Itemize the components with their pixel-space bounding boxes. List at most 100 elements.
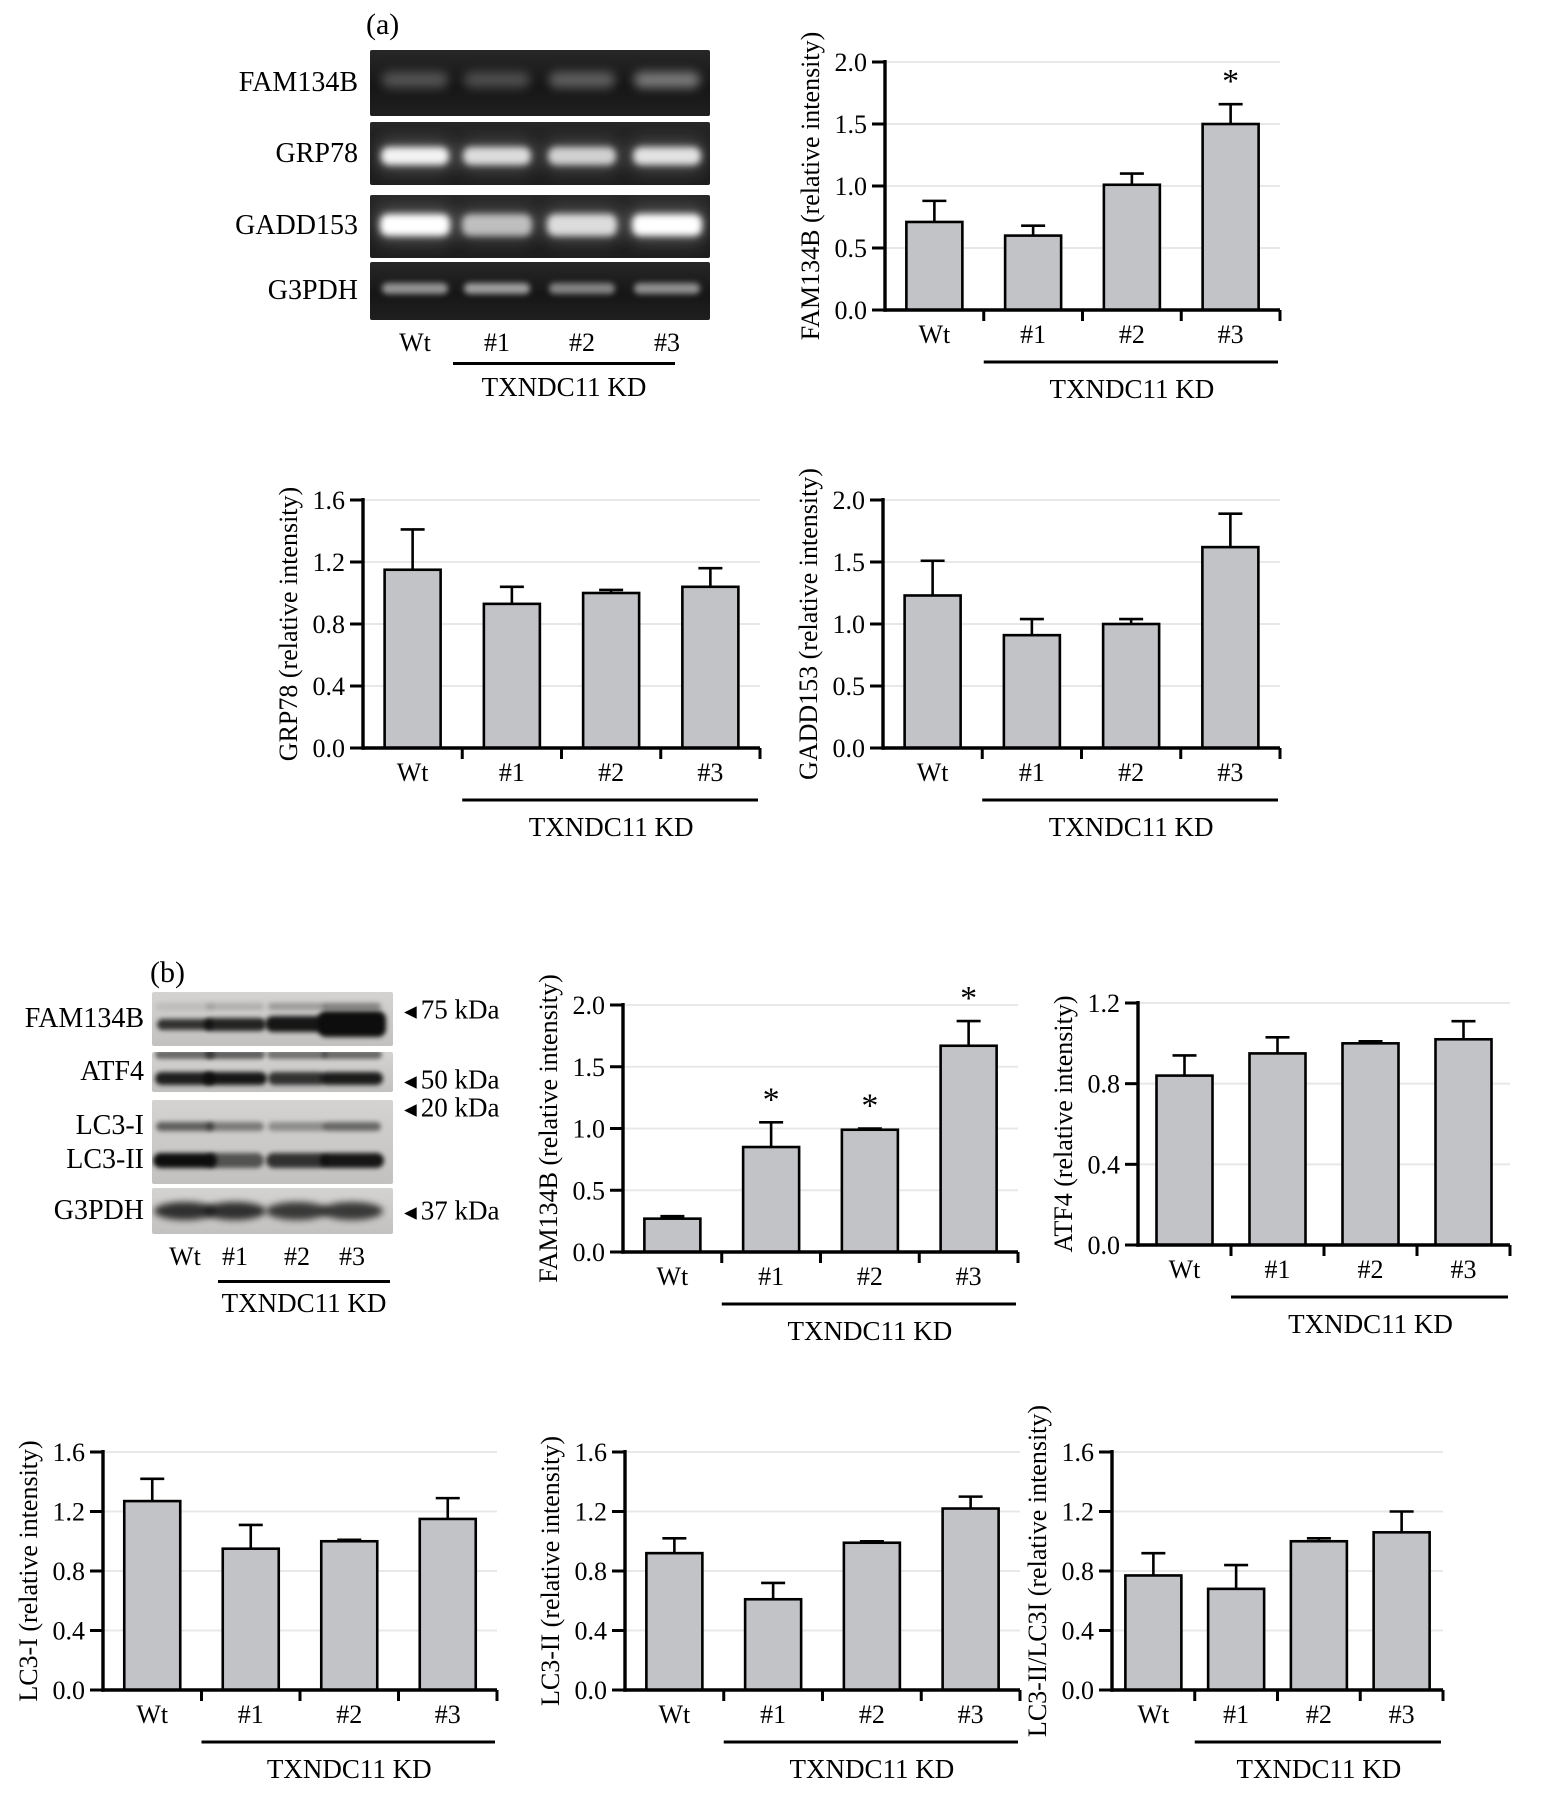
category-label-#3: #3 bbox=[956, 1262, 982, 1291]
western-blot-row-label-LC3-II: LC3-II bbox=[66, 1144, 144, 1175]
ATF4-band-lane-1 bbox=[155, 1071, 215, 1085]
bar-Wt bbox=[1124, 1574, 1183, 1692]
y-axis-title: GADD153 (relative intensity) bbox=[794, 468, 823, 780]
category-label-Wt: Wt bbox=[136, 1700, 169, 1729]
gel-strip-2 bbox=[370, 195, 710, 258]
bar-chart-a_gadd153: Wt #1 #2 #3 0.0 0.5 1.0 1.5 2.0 GADD153 (relative… bbox=[794, 468, 1282, 842]
G3PDH-band-lane-1 bbox=[382, 282, 448, 294]
western-blot-group-label: TXNDC11 KD bbox=[221, 1288, 387, 1318]
category-label-#2: #2 bbox=[1119, 320, 1145, 349]
y-tick-label: 0.4 bbox=[313, 672, 346, 701]
GRP78-band-lane-3 bbox=[548, 147, 616, 165]
y-tick-label: 1.6 bbox=[313, 486, 346, 515]
western-blot-row-label-FAM134B: FAM134B bbox=[24, 1003, 144, 1034]
category-label-#2: #2 bbox=[1358, 1255, 1384, 1284]
group-label: TXNDC11 KD bbox=[788, 1316, 953, 1346]
western-blot-row-label-LC3-I: LC3-I bbox=[75, 1110, 144, 1141]
gel-lane-label-#2: #2 bbox=[569, 328, 595, 357]
category-label-#1: #1 bbox=[1223, 1700, 1249, 1729]
GRP78-band-lane-2 bbox=[463, 147, 531, 165]
y-tick-label: 0.0 bbox=[1088, 1231, 1121, 1260]
western-blot-row-label-G3PDH: G3PDH bbox=[53, 1195, 144, 1226]
western-blot-row-label-ATF4: ATF4 bbox=[80, 1056, 144, 1087]
gel-row-label-GADD153: GADD153 bbox=[235, 210, 358, 241]
gel-lane-label-#1: #1 bbox=[484, 328, 510, 357]
category-label-#2: #2 bbox=[336, 1700, 362, 1729]
ATF4-band-lane-4 bbox=[321, 1071, 383, 1085]
western-blot-lane-label-Wt: Wt bbox=[169, 1242, 201, 1271]
bar-#2 bbox=[1102, 183, 1162, 312]
FAM134B-band-lane-4 bbox=[634, 72, 700, 88]
ATF4-band-lane-2 bbox=[203, 1071, 267, 1085]
category-label-#2: #2 bbox=[859, 1700, 885, 1729]
y-tick-label: 0.4 bbox=[1088, 1150, 1121, 1179]
left-pointer-icon: ◄ bbox=[400, 1097, 421, 1122]
y-tick-label: 0.5 bbox=[573, 1176, 606, 1205]
smear-band-lane-2 bbox=[205, 1052, 265, 1059]
left-pointer-icon: ◄ bbox=[400, 1069, 421, 1094]
FAM134B-band-lane-1 bbox=[157, 1018, 213, 1030]
category-label-#1: #1 bbox=[1020, 320, 1046, 349]
GADD153-band-lane-4 bbox=[632, 214, 702, 236]
y-tick-label: 0.4 bbox=[1062, 1617, 1095, 1646]
category-label-Wt: Wt bbox=[656, 1262, 689, 1291]
bar-Wt bbox=[645, 1551, 704, 1692]
bar-#1 bbox=[1003, 234, 1063, 312]
FAM134B-band-lane-4 bbox=[318, 1011, 386, 1037]
group-label: TXNDC11 KD bbox=[1288, 1309, 1453, 1339]
molecular-weight-marker-50 kDa: ◄50 kDa bbox=[400, 1065, 500, 1096]
smear-band-lane-1 bbox=[156, 1002, 214, 1010]
bar-#1 bbox=[1248, 1052, 1307, 1247]
western-blot-lane-label-#3: #3 bbox=[339, 1242, 365, 1271]
FAM134B-band-lane-3 bbox=[549, 72, 615, 88]
category-label-#2: #2 bbox=[1118, 758, 1144, 787]
gel-image bbox=[370, 50, 710, 320]
group-label: TXNDC11 KD bbox=[1050, 374, 1215, 404]
FAM134B-band-lane-2 bbox=[204, 1017, 266, 1031]
LC3-I-band-lane-3 bbox=[268, 1121, 326, 1131]
y-tick-label: 0.5 bbox=[833, 672, 866, 701]
gel-row-label-G3PDH: G3PDH bbox=[267, 275, 358, 306]
category-label-#2: #2 bbox=[1306, 1700, 1332, 1729]
FAM134B-band-lane-2 bbox=[464, 72, 530, 88]
y-tick-label: 1.0 bbox=[833, 610, 866, 639]
y-tick-label: 0.8 bbox=[1062, 1557, 1095, 1586]
ATF4-band-lane-3 bbox=[268, 1071, 326, 1085]
G3PDH-band-lane-3 bbox=[549, 282, 615, 294]
group-label: TXNDC11 KD bbox=[790, 1754, 955, 1784]
bar-chart-a_fam134b: Wt #1 #2 * #3 0.0 0.5 1.0 1.5 2.0 FAM134B (relativ… bbox=[796, 32, 1282, 404]
left-pointer-icon: ◄ bbox=[400, 999, 421, 1024]
gel-group-label: TXNDC11 KD bbox=[481, 372, 647, 402]
y-tick-label: 1.6 bbox=[53, 1438, 86, 1467]
G3PDH-band-lane-4 bbox=[321, 1202, 383, 1220]
significance-asterisk: * bbox=[1222, 63, 1239, 100]
gel-strip-0 bbox=[370, 50, 710, 116]
western-blot-strip-1 bbox=[152, 1052, 393, 1092]
bar-#1 bbox=[743, 1597, 803, 1692]
LC3-I-band-lane-4 bbox=[323, 1121, 381, 1131]
category-label-#2: #2 bbox=[857, 1262, 883, 1291]
y-tick-label: 0.8 bbox=[313, 610, 346, 639]
bar-chart-b_atf4: Wt #1 #2 #3 0.0 0.4 0.8 1.2 ATF4 (relative inten… bbox=[1049, 989, 1512, 1339]
gel-lane-label-Wt: Wt bbox=[399, 328, 431, 357]
group-label: TXNDC11 KD bbox=[267, 1754, 432, 1784]
molecular-weight-marker-75 kDa: ◄75 kDa bbox=[400, 995, 500, 1026]
category-label-#3: #3 bbox=[1451, 1255, 1477, 1284]
gel-lane-label-#3: #3 bbox=[654, 328, 680, 357]
LC3-II-band-lane-1 bbox=[153, 1152, 217, 1168]
y-tick-label: 0.0 bbox=[575, 1676, 608, 1705]
bar-#1 bbox=[1002, 633, 1062, 750]
FAM134B-band-lane-1 bbox=[382, 72, 448, 88]
group-label: TXNDC11 KD bbox=[1237, 1754, 1402, 1784]
bar-chart-b_lc3i: Wt #1 #2 #3 0.0 0.4 0.8 1.2 1.6 LC3-I (relative i… bbox=[14, 1438, 499, 1784]
y-tick-label: 0.4 bbox=[575, 1617, 608, 1646]
panel-b-label: (b) bbox=[150, 956, 185, 989]
bar-#2 bbox=[581, 591, 641, 750]
marker-label: 75 kDa bbox=[420, 994, 500, 1025]
molecular-weight-marker-20 kDa: ◄20 kDa bbox=[400, 1093, 500, 1124]
y-tick-label: 1.2 bbox=[313, 548, 346, 577]
bar-chart-b_ratio: Wt #1 #2 #3 0.0 0.4 0.8 1.2 1.6 LC3-II/LC3I (rela… bbox=[1023, 1405, 1445, 1784]
y-tick-label: 0.4 bbox=[53, 1617, 86, 1646]
gel-row-label-GRP78: GRP78 bbox=[275, 138, 358, 169]
